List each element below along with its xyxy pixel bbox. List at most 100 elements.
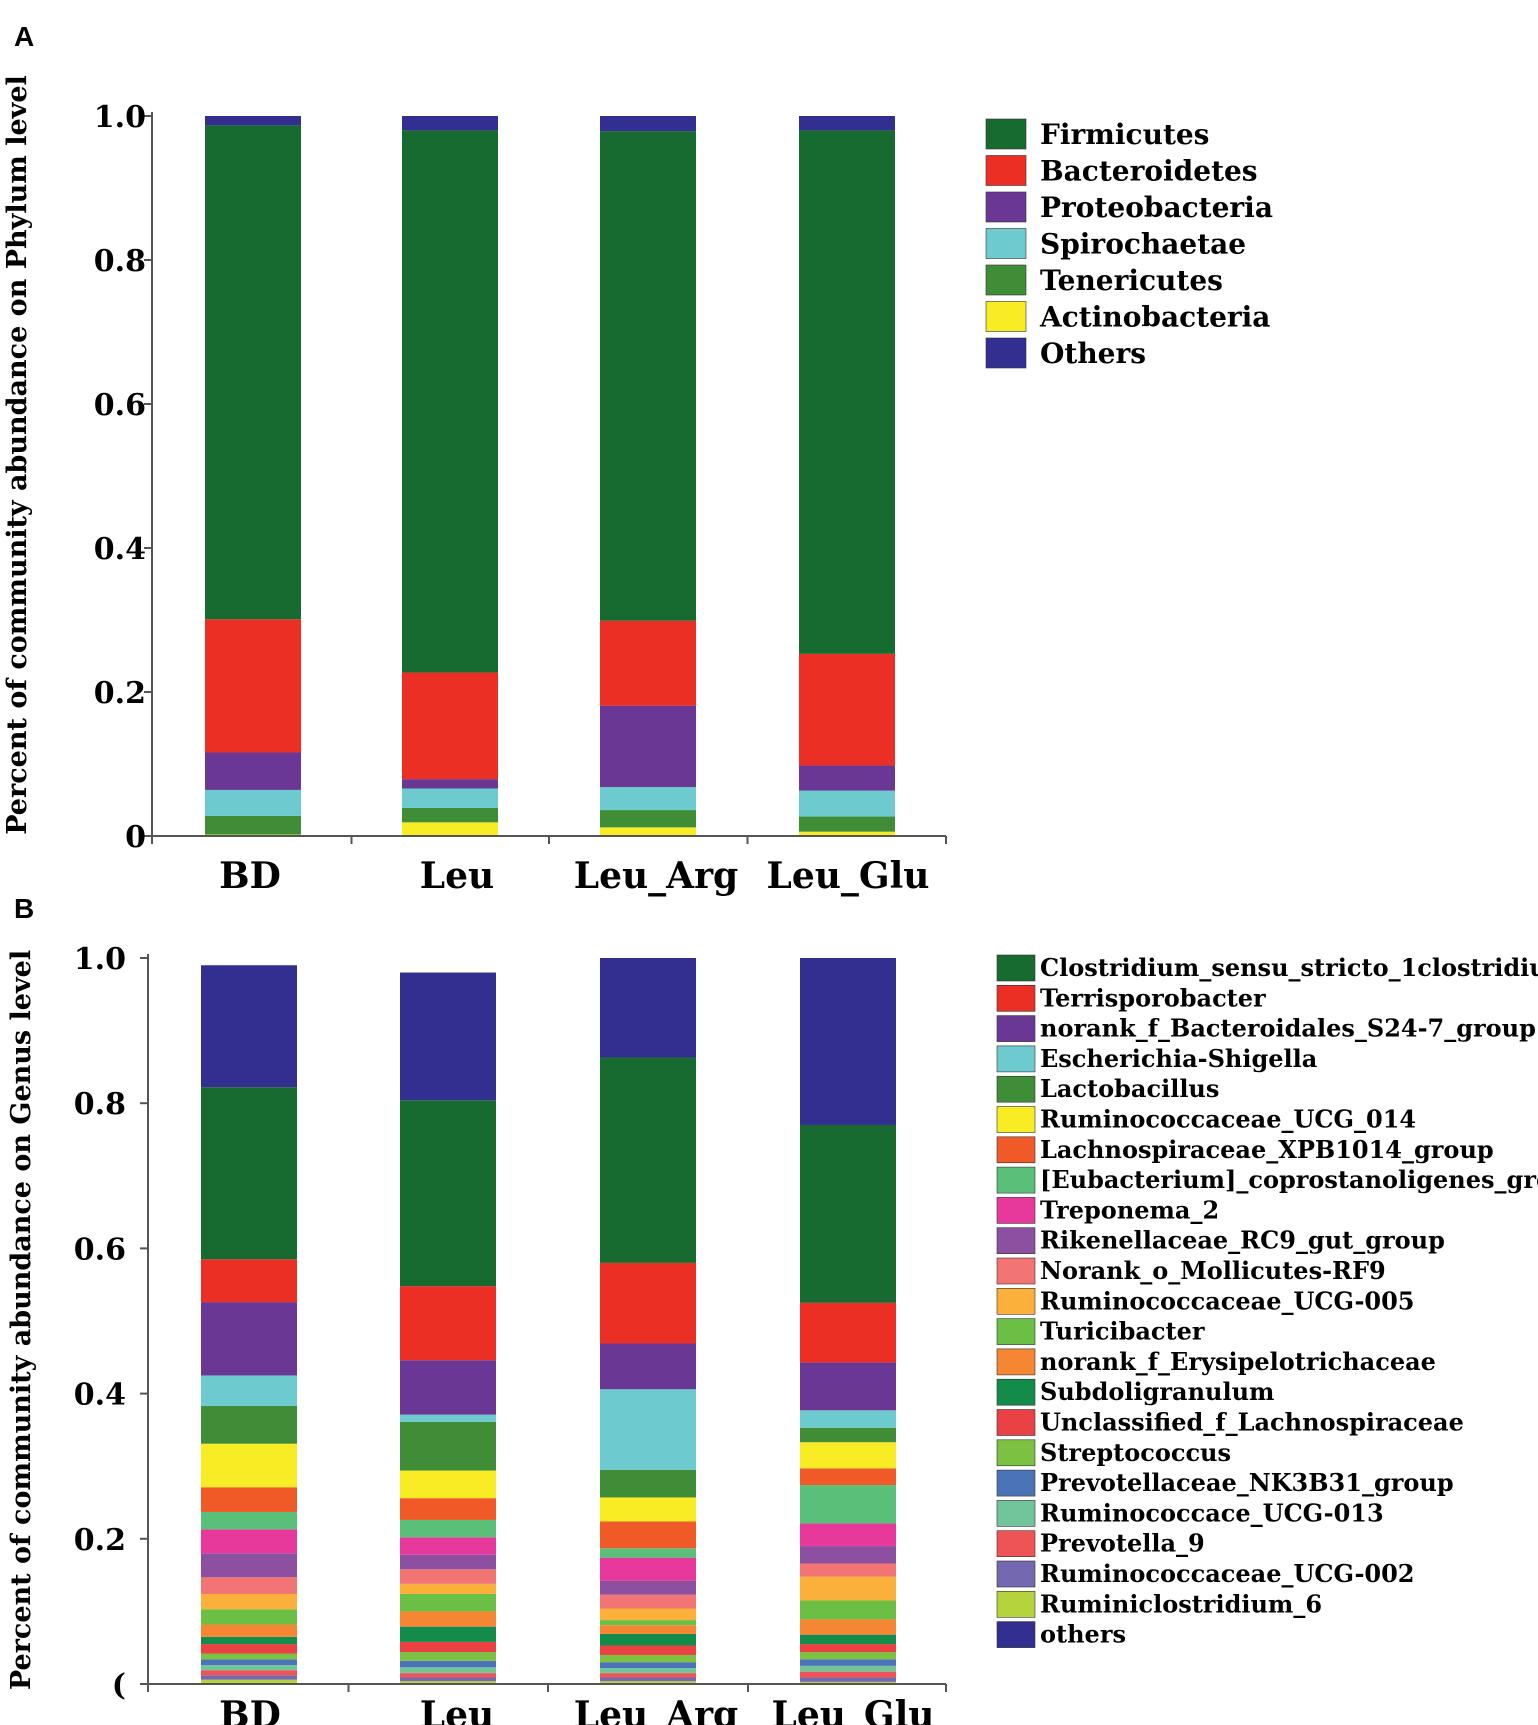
panel-a-category-label-leu-glu: Leu_Glu [767,855,930,897]
panel-b-bar-leu-arg-lachnospiraceae-xpb1014-group [600,1521,696,1549]
panel-b-bar-bd-norank-o-mollicutes-rf9 [201,1577,297,1594]
panel-b-bar-bd-streptococcus [201,1653,297,1660]
panel-b-bar-leu-ruminococcace-ucg-013 [400,1667,496,1674]
panel-b-bar-leu-glu-norank-f-bacteroidales-s24-7-group [800,1362,896,1411]
panel-a-label: A [14,21,34,52]
panel-a-legend-label-bacteroidetes: Bacteroidetes [1040,155,1258,188]
panel-a-y-axis-label: Percent of community abundance on Phylum… [2,75,33,835]
panel-b-bar-leu-glu-lachnospiraceae-xpb1014-group [800,1468,896,1486]
panel-a-bar-leu-arg-tenericutes [600,810,696,828]
panel-a-y-tick-label: 0.6 [94,388,146,423]
panel-a-y-tick-label: 1.0 [94,100,146,135]
panel-b-bar-leu-arg-prevotella-9 [600,1673,696,1678]
panel-b-bar-leu-subdoligranulum [400,1626,496,1642]
panel-b-legend-swatch-norank-o-mollicutes-rf9 [996,1257,1036,1285]
panel-b-bar-leu-ruminococcaceae-ucg-002 [400,1677,496,1682]
panel-b-bar-leu-arg-terrisporobacter [600,1262,696,1344]
panel-b-bar-leu-lactobacillus [400,1421,496,1471]
panel-b-bar-bd-ruminiclostridium-6 [201,1679,297,1684]
panel-b-legend-swatch-ruminiclostridium-6 [996,1591,1036,1618]
panel-a-bar-leu-spirochaetae [402,788,498,808]
panel-b-bar-leu-glu-others [800,958,896,1125]
panel-b-legend-swatch-norank-f-erysipelotrichaceae [996,1348,1036,1376]
panel-b-legend-label-streptococcus: Streptococcus [1040,1438,1231,1467]
panel-b-bar-leu-glu-norank-o-mollicutes-rf9 [800,1563,896,1577]
panel-b-bar-leu-arg-ruminiclostridium-6 [600,1681,696,1684]
panel-b-bar-bd-ruminococcaceae-ucg-014 [201,1443,297,1488]
panel-a-legend-swatch-others [985,337,1027,369]
panel-b-legend-label-norank-o-mollicutes-rf9: Norank_o_Mollicutes-RF9 [1040,1256,1386,1285]
panel-b-legend-label-others: others [1040,1620,1126,1649]
panel-b-bar-leu-streptococcus [400,1652,496,1661]
panel-a-category-label-leu: Leu [420,855,494,897]
panel-b-bar-bd-terrisporobacter [201,1259,297,1303]
panel-b-bar-bd-others [201,965,297,1088]
panel-b-plot: BD Leu Leu_Arg Leu_Glu (0.2 0.4 0.6 0.8 1.0 [74,942,947,1725]
panel-b-legend-swatch-streptococcus [996,1439,1036,1467]
panel-b-bar-leu-arg-others [600,958,696,1058]
panel-a-bar-leu-glu-bacteroidetes [799,653,895,766]
panel-a-legend-label-spirochaetae: Spirochaetae [1040,228,1246,261]
panel-b-bar-bd-treponema-2 [201,1529,297,1554]
panel-a-bar-bd-others [205,116,301,126]
panel-b-legend-swatch-norank-f-bacteroidales-s24-7-group [996,1015,1036,1042]
panel-a-legend-swatch-bacteroidetes [985,155,1027,186]
panel-b-bar-leu-arg-norank-f-erysipelotrichaceae [600,1625,696,1634]
panel-b-bar-leu-arg-streptococcus [600,1654,696,1663]
panel-b-legend-label-lactobacillus: Lactobacillus [1040,1074,1219,1103]
panel-b-y-axis-label: Percent of community abundance on Genus … [6,950,37,1690]
panel-b-legend-label-ruminococcaceae-ucg-002: Ruminococcaceae_UCG-002 [1040,1559,1415,1588]
panel-b-bar-leu-turicibacter [400,1593,496,1612]
panel-b-legend-swatch-unclassified-f-lachnospiraceae [996,1409,1036,1436]
panel-b-bar-leu-glu-terrisporobacter [800,1302,896,1363]
panel-a-bar-leu-others [402,116,498,131]
panel-b-legend-label-ruminococcace-ucg-013: Ruminococcace_UCG-013 [1040,1498,1384,1527]
panel-b-legend-swatch-treponema-2 [996,1197,1036,1224]
panel-b-bar-leu-arg-ruminococcaceae-ucg-014 [600,1497,696,1522]
panel-b-legend: Clostridium_sensu_stricto_1clostridiumTe… [996,953,1538,1649]
panel-b-genus-chart: B Percent of community abundance on Genu… [6,893,1538,1725]
panel-b-bar-leu-ruminococcaceae-ucg-014 [400,1470,496,1499]
panel-b-bar-leu-glu-escherichia-shigella [800,1410,896,1428]
panel-a-legend-swatch-firmicutes [985,118,1027,150]
panel-b-legend-swatch-turicibacter [996,1318,1036,1345]
panel-b-category-label-leu-glu: Leu_Glu [772,1694,935,1725]
panel-a-bar-leu-bacteroidetes [402,672,498,780]
panel-b-bar-leu-glu-ruminococcaceae-ucg-005 [800,1576,896,1601]
panel-b-bar-bd-escherichia-shigella [201,1375,297,1406]
panel-b-y-tick-label: 0.4 [74,1378,126,1413]
panel-b-legend-label-ruminococcaceae-ucg-005: Ruminococcaceae_UCG-005 [1040,1286,1415,1315]
panel-b-bar-leu-prevotella-9 [400,1673,496,1678]
panel-b-legend-swatch-clostridium-sensu-stricto-1clostridium [996,954,1036,982]
panel-a-legend-swatch-proteobacteria [985,191,1027,223]
panel-b-bar-bd-norank-f-bacteroidales-s24-7-group [201,1302,297,1376]
panel-b-bar-leu-glu-turicibacter [800,1600,896,1620]
panel-b-legend-label-prevotella-9: Prevotella_9 [1040,1529,1205,1558]
panel-b-bar-leu-glu-streptococcus [800,1652,896,1660]
panel-b-legend-swatch-prevotella-9 [996,1530,1036,1557]
panel-b-bar-bd-eubacterium-coprostanoligenes-group [201,1511,297,1530]
panel-b-bar-leu-ruminiclostridium-6 [400,1681,496,1684]
panel-b-legend-swatch-prevotellaceae-nk3b31-group [996,1469,1036,1497]
panel-b-bar-leu-glu-treponema-2 [800,1523,896,1547]
panel-b-bar-leu-arg-unclassified-f-lachnospiraceae [600,1645,696,1655]
panel-a-y-tick-label: 0.8 [94,244,146,279]
panel-b-bar-leu-others [400,972,496,1101]
panel-b-legend-swatch-rikenellaceae-rc9-gut-group [996,1227,1036,1254]
panel-b-bar-leu-glu-lactobacillus [800,1427,896,1443]
panel-b-bar-bd-turicibacter [201,1609,297,1625]
panel-b-legend-label-prevotellaceae-nk3b31-group: Prevotellaceae_NK3B31_group [1040,1468,1454,1497]
panel-a-bar-leu-tenericutes [402,807,498,823]
panel-a-bar-leu-arg-spirochaetae [600,787,696,811]
panel-b-bar-leu-arg-rikenellaceae-rc9-gut-group [600,1580,696,1595]
panel-a-y-tick-label: 0 [125,820,146,855]
panel-b-legend-swatch-eubacterium-coprostanoligenes-group [996,1166,1036,1194]
panel-b-bar-bd-norank-f-erysipelotrichaceae [201,1624,297,1637]
panel-b-bar-bd-clostridium-sensu-stricto-1clostridium [201,1087,297,1260]
panel-b-bar-leu-arg-turicibacter [600,1620,696,1626]
panel-b-bar-leu-arg-clostridium-sensu-stricto-1clostridium [600,1057,696,1263]
panel-b-bar-leu-terrisporobacter [400,1286,496,1361]
panel-b-legend-label-escherichia-shigella: Escherichia-Shigella [1040,1044,1317,1073]
panel-b-legend-swatch-escherichia-shigella [996,1045,1036,1073]
